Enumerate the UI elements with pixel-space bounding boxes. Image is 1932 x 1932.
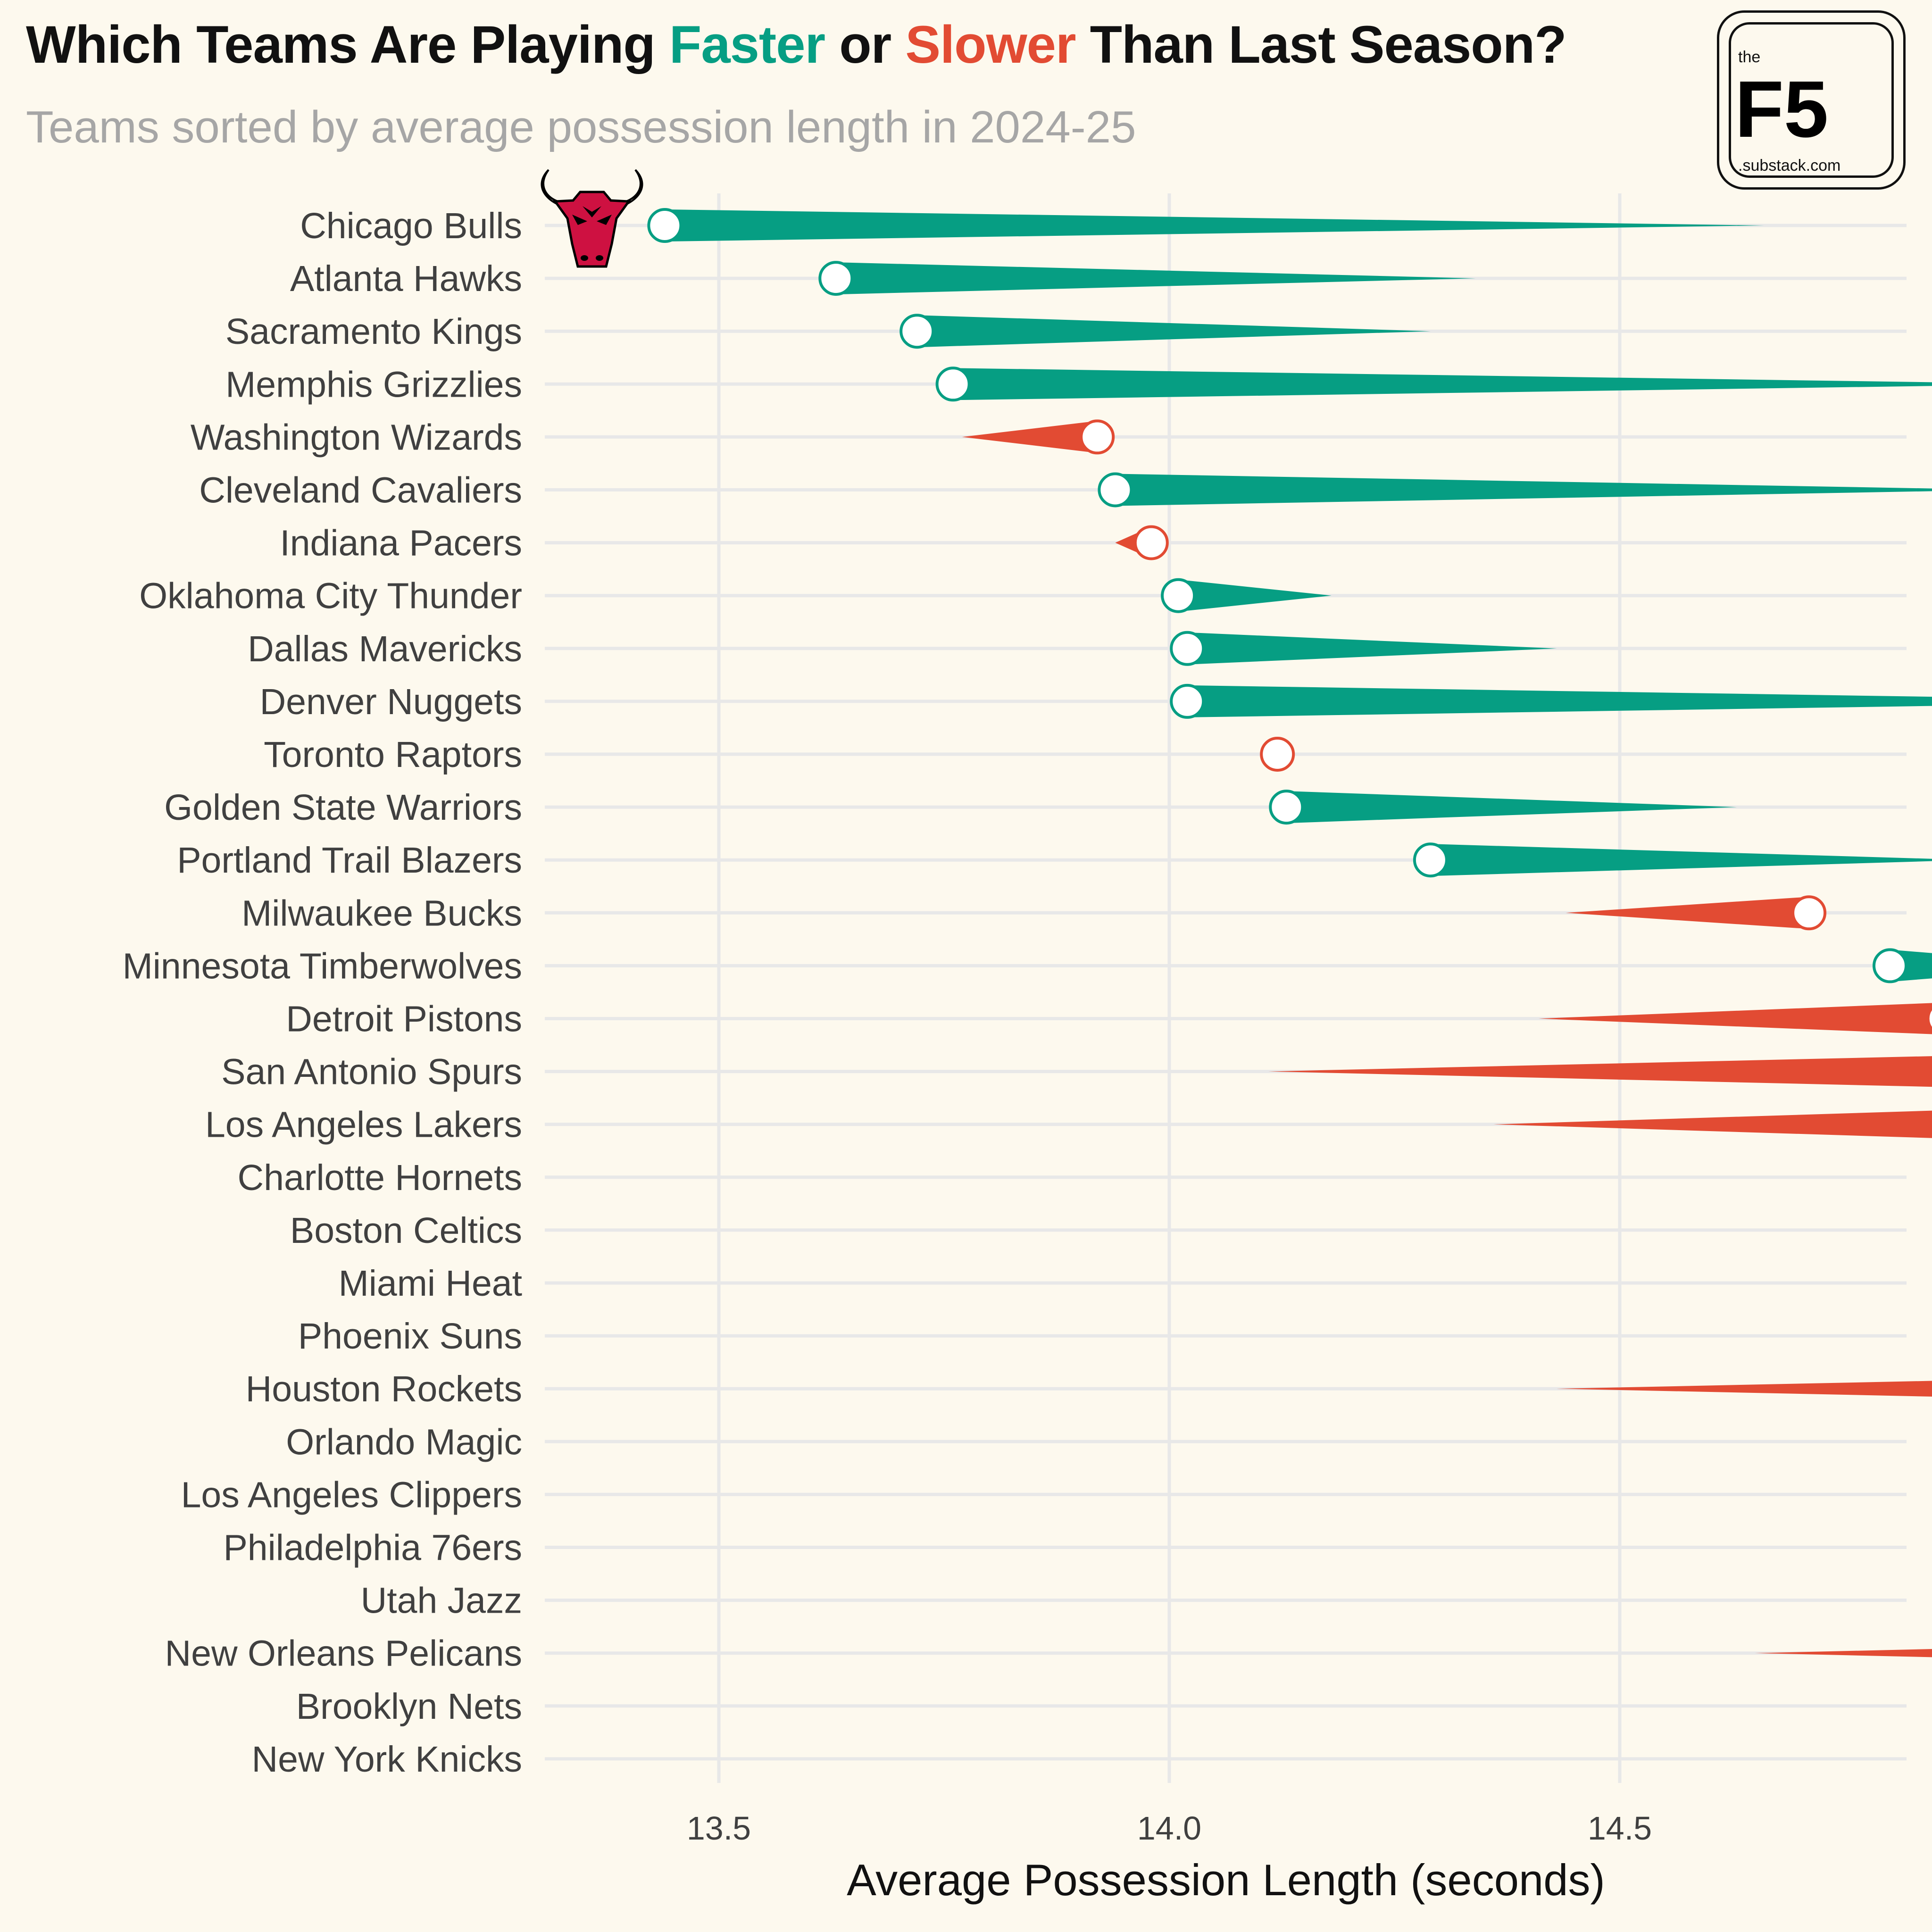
change-wedge-atlanta-hawks — [836, 262, 1476, 295]
current-value-dot-atlanta-hawks — [818, 261, 854, 296]
f5-substack-logo: the F5 .substack.com — [1717, 10, 1906, 190]
x-tick-label: 14.5 — [1588, 1810, 1652, 1847]
dot-layer — [647, 208, 1932, 1032]
title-slower: Slower — [905, 15, 1076, 74]
team-label: Los Angeles Clippers — [181, 1474, 522, 1515]
title-part-3: Than Last Season? — [1075, 15, 1567, 74]
change-wedge-cleveland-cavaliers — [1115, 474, 1932, 506]
grid-layer — [545, 193, 1907, 1783]
current-value-dot-memphis-grizzlies — [935, 366, 971, 402]
change-wedge-chicago-bulls — [665, 209, 1764, 242]
current-value-dot-indiana-pacers — [1133, 525, 1169, 560]
logo-substack-text: .substack.com — [1738, 157, 1841, 175]
team-label: Toronto Raptors — [264, 734, 522, 775]
change-wedge-golden-state-warriors — [1286, 791, 1737, 824]
change-wedge-houston-rockets — [1557, 1381, 1932, 1397]
current-value-dot-washington-wizards — [1080, 419, 1115, 455]
change-wedge-new-orleans-pelicans — [1755, 1649, 1932, 1657]
team-label: Miami Heat — [339, 1263, 522, 1304]
team-label: Detroit Pistons — [286, 999, 522, 1040]
chicago-bulls-logo-icon — [541, 169, 643, 268]
logo-the-text: the — [1738, 48, 1761, 66]
chart-title: Which Teams Are Playing Faster or Slower… — [26, 14, 1567, 75]
current-value-dot-sacramento-kings — [899, 314, 935, 349]
team-label: Orlando Magic — [286, 1422, 522, 1462]
change-wedge-los-angeles-lakers — [1493, 1110, 1932, 1138]
current-value-dot-dallas-mavericks — [1170, 631, 1205, 666]
team-label: Los Angeles Lakers — [205, 1105, 522, 1145]
current-value-dot-denver-nuggets — [1170, 683, 1205, 719]
change-wedge-denver-nuggets — [1187, 685, 1932, 717]
title-faster: Faster — [669, 15, 825, 74]
x-tick-label: 14.0 — [1137, 1810, 1201, 1847]
team-label: Charlotte Hornets — [238, 1158, 522, 1198]
team-label: Portland Trail Blazers — [177, 840, 522, 881]
x-tick-label: 13.5 — [687, 1810, 751, 1847]
x-axis-title: Average Possession Length (seconds) — [847, 1855, 1605, 1905]
team-label: Denver Nuggets — [260, 682, 522, 722]
team-label: Cleveland Cavaliers — [199, 470, 522, 511]
team-label: Milwaukee Bucks — [242, 893, 522, 933]
title-part-2: or — [825, 15, 906, 74]
change-wedge-milwaukee-bucks — [1566, 897, 1809, 929]
team-label: Golden State Warriors — [164, 787, 522, 828]
change-wedge-sacramento-kings — [917, 315, 1431, 348]
team-label: Chicago Bulls — [300, 206, 522, 246]
wedge-layer — [665, 209, 1932, 1657]
change-wedge-memphis-grizzlies — [953, 368, 1932, 400]
team-label: New Orleans Pelicans — [165, 1633, 522, 1674]
change-wedge-detroit-pistons — [1539, 1003, 1932, 1034]
team-label: Boston Celtics — [290, 1210, 522, 1251]
current-value-dot-golden-state-warriors — [1269, 790, 1304, 825]
chart-subtitle: Teams sorted by average possession lengt… — [26, 102, 1136, 152]
change-wedge-san-antonio-spurs — [1268, 1056, 1932, 1087]
team-label: Brooklyn Nets — [296, 1686, 522, 1727]
team-label: Memphis Grizzlies — [225, 364, 522, 405]
team-label: Oklahoma City Thunder — [139, 576, 522, 616]
change-wedge-portland-trail-blazers — [1430, 844, 1932, 876]
current-value-dot-portland-trail-blazers — [1413, 842, 1448, 878]
current-value-dot-chicago-bulls — [647, 208, 683, 243]
change-wedge-washington-wizards — [962, 421, 1098, 453]
team-label: Atlanta Hawks — [290, 258, 522, 299]
x-tick-layer: 13.514.014.515.015.516.0 — [687, 1810, 1652, 1847]
team-label: San Antonio Spurs — [221, 1052, 522, 1092]
team-label: Indiana Pacers — [280, 523, 522, 564]
team-label: Houston Rockets — [246, 1369, 522, 1409]
current-value-dot-detroit-pistons — [1926, 1006, 1932, 1032]
team-label: New York Knicks — [252, 1739, 522, 1780]
current-value-dot-cleveland-cavaliers — [1098, 472, 1133, 508]
current-value-dot-toronto-raptors — [1260, 737, 1295, 772]
current-value-dot-oklahoma-city-thunder — [1161, 578, 1196, 613]
title-part-1: Which Teams Are Playing — [26, 15, 669, 74]
team-label: Washington Wizards — [191, 417, 522, 458]
team-label: Utah Jazz — [361, 1581, 522, 1621]
team-label: Dallas Mavericks — [248, 629, 522, 669]
team-label: Philadelphia 76ers — [223, 1528, 522, 1568]
change-wedge-oklahoma-city-thunder — [1178, 579, 1332, 612]
team-label-layer: Chicago Bulls Atlanta Hawks Sacramento Kin… — [123, 206, 522, 1780]
current-value-dot-milwaukee-bucks — [1791, 895, 1827, 931]
team-label: Phoenix Suns — [298, 1316, 522, 1357]
logo-inner-frame — [1729, 22, 1894, 178]
team-label: Sacramento Kings — [225, 311, 522, 352]
change-wedge-dallas-mavericks — [1187, 632, 1557, 665]
logo-f5-text: F5 — [1735, 65, 1829, 154]
current-value-dot-minnesota-timberwolves — [1873, 948, 1907, 983]
team-label: Minnesota Timberwolves — [123, 946, 522, 986]
